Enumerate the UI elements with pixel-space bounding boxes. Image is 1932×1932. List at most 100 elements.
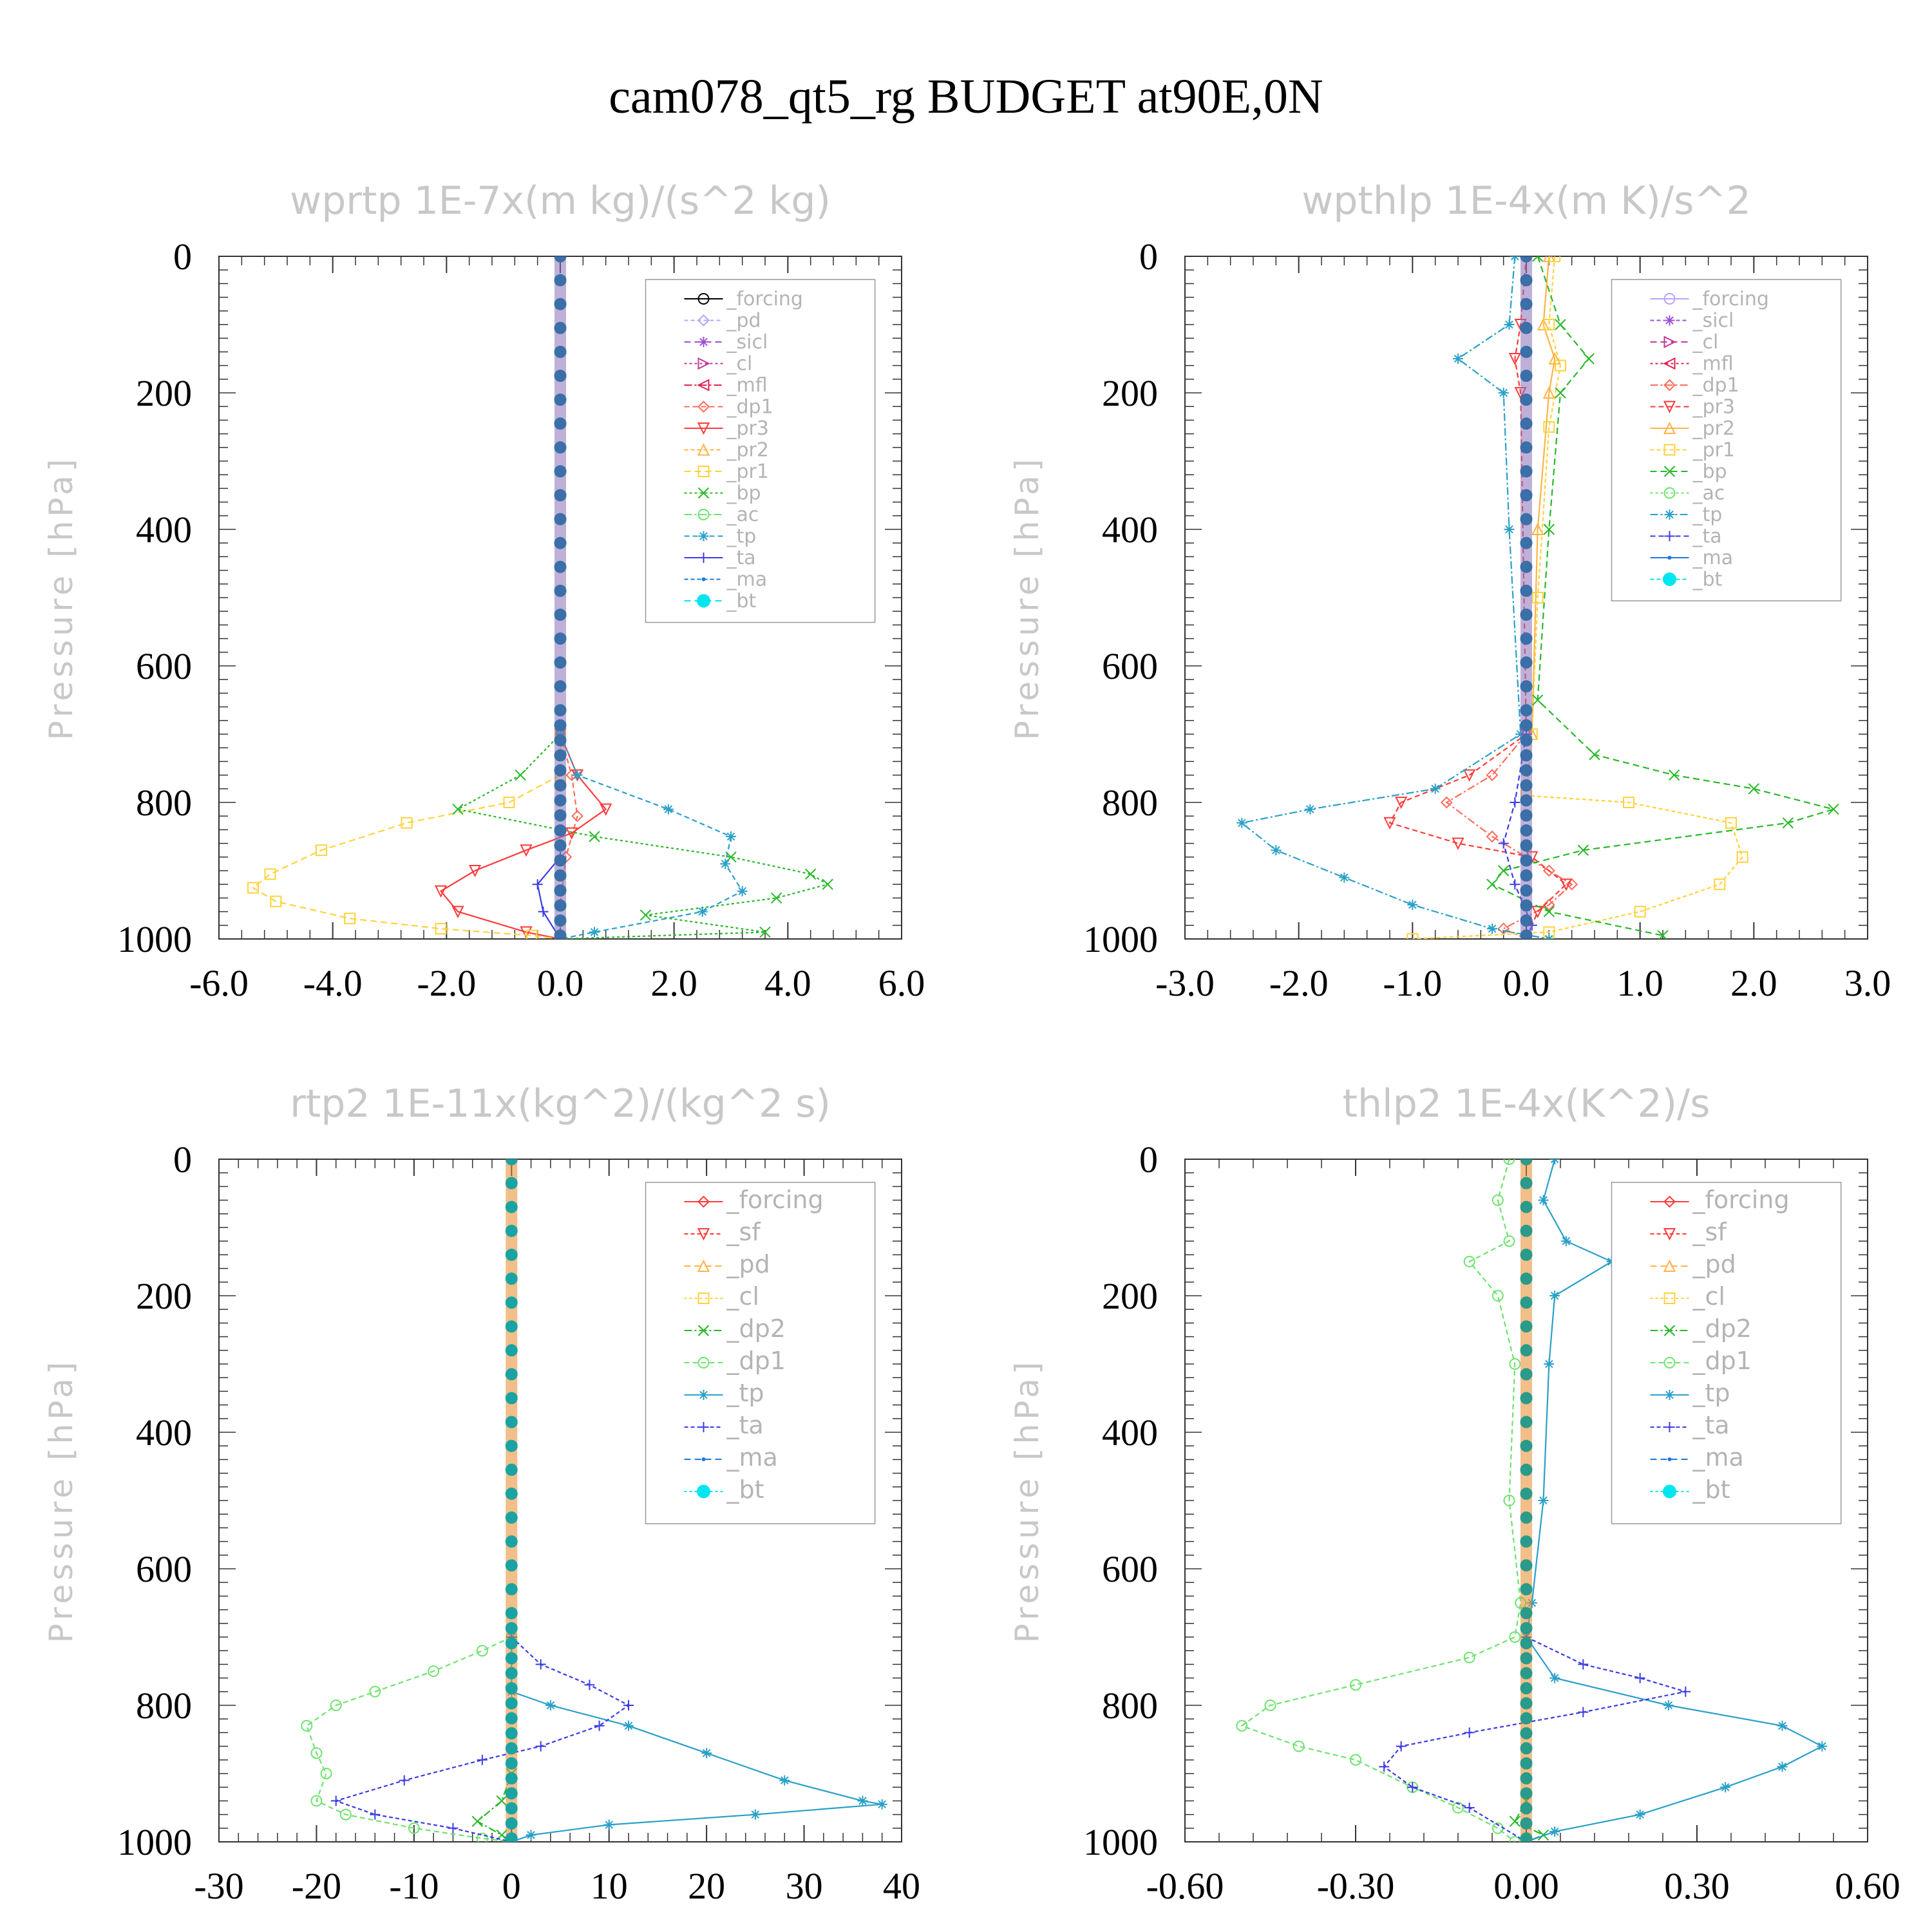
series-line <box>1531 256 1556 735</box>
series-line <box>305 1636 512 1842</box>
data-point <box>1487 923 1497 934</box>
zero-marker <box>554 536 567 549</box>
data-point <box>1498 388 1509 398</box>
data-point <box>434 885 448 898</box>
data-point <box>1271 845 1282 856</box>
y-tick-label: 200 <box>136 372 192 414</box>
zero-marker <box>1520 839 1533 852</box>
data-point <box>571 810 583 822</box>
zero-column <box>505 1159 518 1842</box>
data-point <box>1782 817 1794 829</box>
data-point <box>1748 783 1760 795</box>
data-point <box>726 831 736 842</box>
legend-label: _pd <box>726 310 761 332</box>
x-tick-label: 0.0 <box>1503 962 1550 1004</box>
legend-item-pr2: _pr2 <box>1650 417 1735 440</box>
legend-marker <box>1663 573 1676 586</box>
x-tick-label: -10 <box>389 1865 439 1907</box>
y-tick-label: 400 <box>136 1412 192 1454</box>
y-tick-label: 0 <box>1139 236 1158 278</box>
zero-marker <box>1520 884 1533 897</box>
data-point <box>1236 817 1247 828</box>
legend-label: _ta <box>726 1411 764 1439</box>
zero-marker <box>554 719 567 732</box>
zero-marker <box>554 869 567 882</box>
zero-marker <box>554 274 567 287</box>
data-point <box>1486 769 1499 782</box>
panel-2: wpthlp 1E-4x(m K)/s^2 Pressure [hPa] -3.0 -… <box>1009 178 1891 1004</box>
zero-marker <box>554 632 567 645</box>
legend-item-ac: _ac <box>684 504 759 526</box>
zero-marker <box>1520 1159 1533 1166</box>
zero-marker <box>1520 489 1533 502</box>
data-point <box>1510 879 1520 890</box>
y-tick-label: 600 <box>136 1548 192 1590</box>
zero-marker <box>505 1727 518 1739</box>
data-point <box>369 1685 381 1698</box>
zero-marker <box>1520 869 1533 882</box>
data-point <box>876 1799 887 1810</box>
legend-item-cl: _cl <box>684 1282 759 1311</box>
y-tick-label: 200 <box>136 1275 192 1317</box>
legend-item-bt: _bt <box>1650 1475 1730 1504</box>
data-point <box>1668 769 1680 781</box>
legend-label: _tp <box>1692 504 1723 526</box>
y-tick-label: 200 <box>1102 1275 1158 1317</box>
data-point <box>1578 1659 1589 1670</box>
series-tp <box>1236 256 1555 939</box>
legend-item-pd: _pd <box>684 310 761 332</box>
data-point <box>1549 1159 1560 1164</box>
legend-marker <box>701 577 706 582</box>
data-point <box>697 906 708 917</box>
zero-marker <box>1520 1224 1533 1237</box>
series-ta <box>1379 1632 1691 1842</box>
legend-label: _pr1 <box>1692 439 1735 462</box>
zero-marker <box>1520 1667 1533 1680</box>
zero-marker <box>505 1511 518 1524</box>
legend-label: _pr1 <box>726 460 769 483</box>
data-point <box>1510 797 1520 808</box>
legend-label: _mfl <box>726 374 768 397</box>
plot-area <box>1236 1159 1828 1842</box>
series-tp <box>506 1632 887 1842</box>
legend-marker <box>697 1195 710 1208</box>
zero-marker <box>1520 632 1533 645</box>
legend-marker <box>697 466 710 477</box>
legend-item-pr3: _pr3 <box>1650 396 1735 419</box>
legend-label: _bt <box>726 590 757 612</box>
legend-box <box>645 1182 876 1524</box>
zero-marker <box>505 1487 518 1500</box>
legend-marker <box>1664 531 1675 542</box>
data-point <box>1350 1754 1361 1766</box>
legend-label: _tp <box>726 1379 764 1407</box>
zero-marker <box>1520 1712 1533 1725</box>
legend-item-ma: _ma <box>1650 1443 1744 1472</box>
legend-label: _bp <box>726 482 761 505</box>
zero-marker <box>1520 1832 1533 1842</box>
x-tick-label: -1.0 <box>1383 962 1442 1004</box>
data-point <box>623 1720 634 1731</box>
zero-marker <box>505 1772 518 1785</box>
zero-marker <box>1520 1622 1533 1634</box>
x-tick-label: -30 <box>194 1865 243 1907</box>
zero-marker <box>554 824 567 837</box>
zero-marker <box>1520 256 1533 263</box>
data-point <box>1305 804 1316 815</box>
zero-marker <box>554 489 567 502</box>
zero-marker <box>554 794 567 807</box>
legend-label: _dp2 <box>1692 1314 1752 1343</box>
zero-marker <box>1520 1727 1533 1739</box>
zero-marker <box>1520 1511 1533 1524</box>
data-point <box>330 1795 341 1806</box>
data-point <box>804 868 817 880</box>
data-point <box>1464 1727 1475 1738</box>
legend-marker <box>1664 509 1675 520</box>
data-point <box>1492 1290 1504 1302</box>
legend-label: _ma <box>1692 547 1734 569</box>
data-point <box>1531 592 1544 603</box>
y-tick-label: 800 <box>136 782 192 824</box>
panel-title: rtp2 1E-11x(kg^2)/(kg^2 s) <box>290 1081 831 1126</box>
zero-marker <box>554 914 567 927</box>
data-point <box>589 831 600 842</box>
zero-marker <box>1520 465 1533 478</box>
